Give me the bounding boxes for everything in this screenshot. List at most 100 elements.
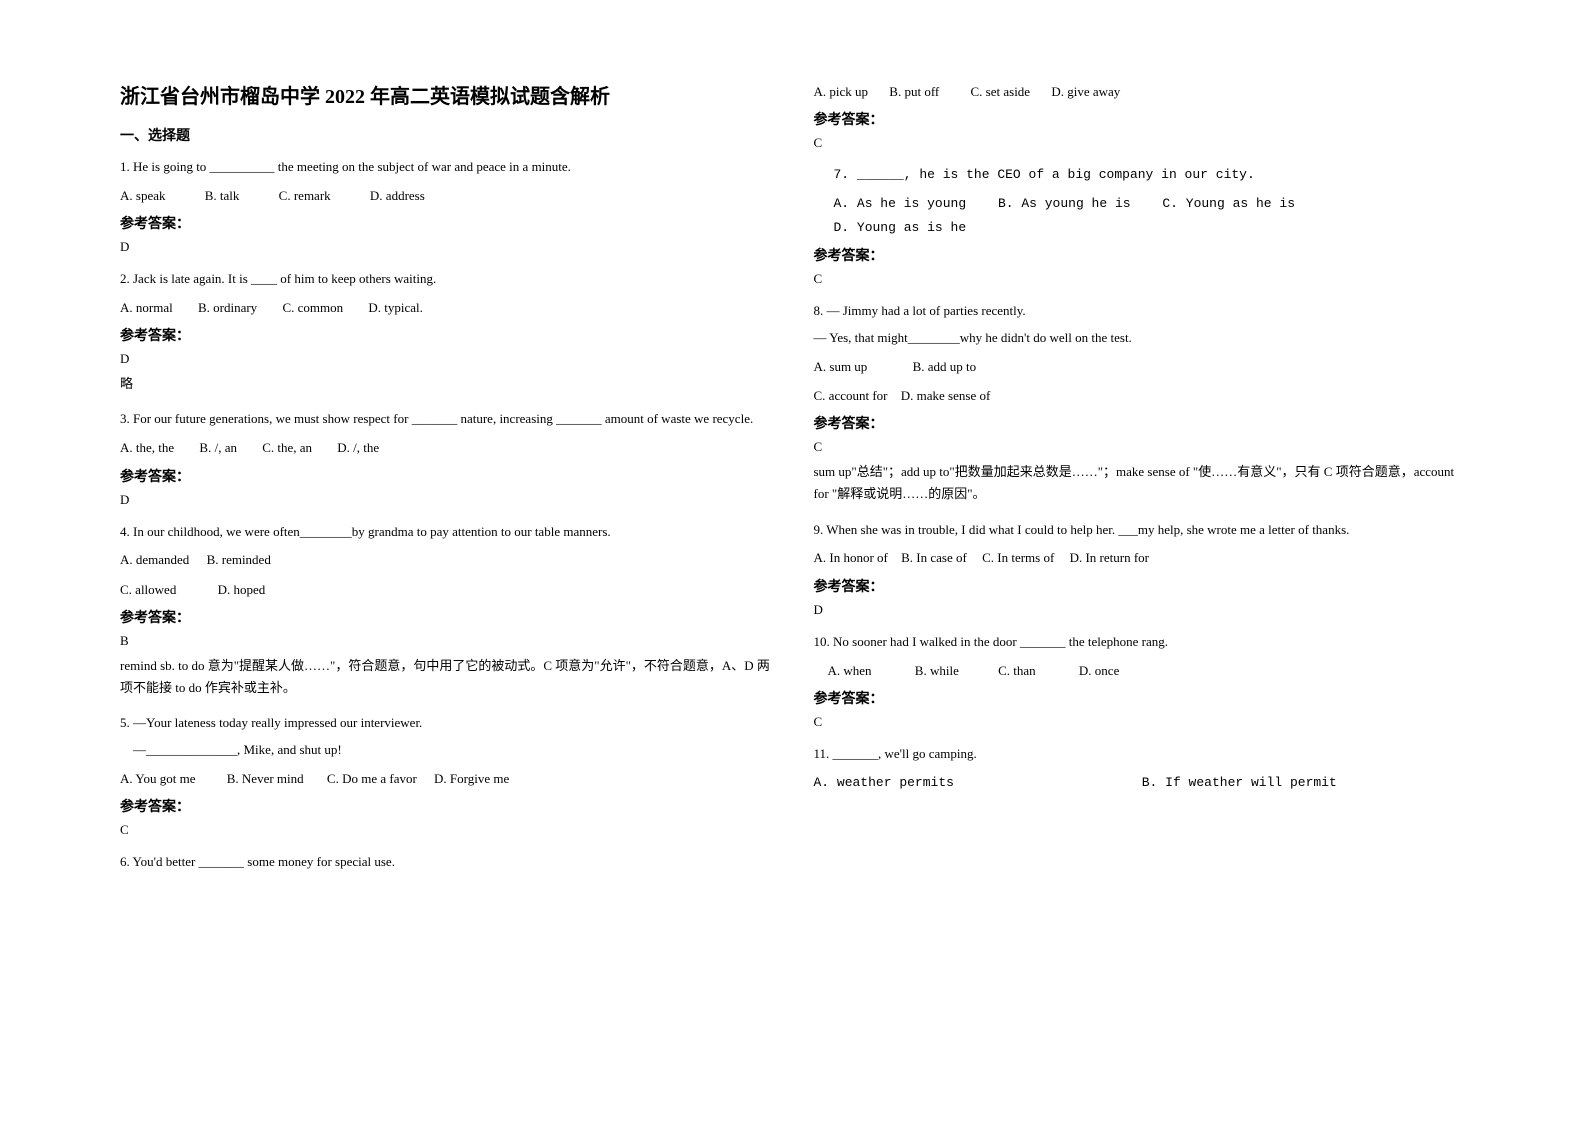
q2-answer-label: 参考答案： [120, 325, 774, 345]
q5-text2: —______________, Mike, and shut up! [120, 740, 774, 761]
q1-answer-label: 参考答案： [120, 213, 774, 233]
q8-answer-label: 参考答案： [814, 413, 1468, 433]
q7-answer: C [814, 271, 1468, 287]
right-column: A. pick up B. put off C. set aside D. gi… [794, 80, 1488, 1082]
q1-text: 1. He is going to __________ the meeting… [120, 157, 774, 178]
q8-optC: C. account for [814, 384, 888, 407]
q8-options-row2: C. account for D. make sense of [814, 384, 1468, 407]
q6-answer: C [814, 135, 1468, 151]
q10-answer: C [814, 714, 1468, 730]
question-6-opts: A. pick up B. put off C. set aside D. gi… [814, 80, 1468, 151]
q9-optD: D. In return for [1070, 546, 1149, 569]
q6-answer-label: 参考答案： [814, 109, 1468, 129]
q5-optC: C. Do me a favor [327, 767, 417, 790]
question-11: 11. _______, we'll go camping. A. weathe… [814, 744, 1468, 794]
q6-options: A. pick up B. put off C. set aside D. gi… [814, 80, 1468, 103]
q11-text: 11. _______, we'll go camping. [814, 744, 1468, 765]
q3-optC: C. the, an [262, 436, 312, 459]
q5-optD: D. Forgive me [434, 767, 509, 790]
q4-optD: D. hoped [218, 578, 266, 601]
q7-optA: A. As he is young [834, 192, 967, 215]
q8-text1: 8. — Jimmy had a lot of parties recently… [814, 301, 1468, 322]
q1-optC: C. remark [279, 184, 331, 207]
q8-answer: C [814, 439, 1468, 455]
q4-answer: B [120, 633, 774, 649]
q8-explanation: sum up"总结"；add up to"把数量加起来总数是……"；make s… [814, 461, 1468, 505]
q1-optA: A. speak [120, 184, 166, 207]
q9-answer: D [814, 602, 1468, 618]
q5-optB: B. Never mind [227, 767, 304, 790]
q10-options: A. when B. while C. than D. once [814, 659, 1468, 682]
q10-optB: B. while [915, 659, 959, 682]
q4-explanation: remind sb. to do 意为"提醒某人做……"，符合题意，句中用了它的… [120, 655, 774, 699]
q3-answer: D [120, 492, 774, 508]
q10-optD: D. once [1079, 659, 1119, 682]
q2-optA: A. normal [120, 296, 173, 319]
q4-answer-label: 参考答案： [120, 607, 774, 627]
question-2: 2. Jack is late again. It is ____ of him… [120, 269, 774, 395]
q1-optD: D. address [370, 184, 425, 207]
question-10: 10. No sooner had I walked in the door _… [814, 632, 1468, 730]
q5-optA: A. You got me [120, 767, 196, 790]
q1-answer: D [120, 239, 774, 255]
q6-optD: D. give away [1051, 80, 1120, 103]
q8-optB: B. add up to [913, 355, 977, 378]
q3-optA: A. the, the [120, 436, 174, 459]
q11-options: A. weather permits B. If weather will pe… [814, 771, 1468, 794]
q4-text: 4. In our childhood, we were often______… [120, 522, 774, 543]
q7-text: 7. ______, he is the CEO of a big compan… [814, 165, 1468, 186]
q5-options: A. You got me B. Never mind C. Do me a f… [120, 767, 774, 790]
q8-text2: — Yes, that might________why he didn't d… [814, 328, 1468, 349]
question-6-stem: 6. You'd better _______ some money for s… [120, 852, 774, 873]
q4-options-row1: A. demanded B. reminded [120, 548, 774, 571]
q1-options: A. speak B. talk C. remark D. address [120, 184, 774, 207]
q9-text: 9. When she was in trouble, I did what I… [814, 520, 1468, 541]
q10-answer-label: 参考答案： [814, 688, 1468, 708]
q2-optD: D. typical. [368, 296, 423, 319]
q2-lue: 略 [120, 373, 774, 395]
q11-optA: A. weather permits [814, 771, 954, 794]
q8-optD: D. make sense of [901, 384, 991, 407]
q3-answer-label: 参考答案： [120, 466, 774, 486]
page-title: 浙江省台州市榴岛中学 2022 年高二英语模拟试题含解析 [120, 80, 774, 109]
q8-options-row1: A. sum up B. add up to [814, 355, 1468, 378]
q9-optC: C. In terms of [982, 546, 1054, 569]
q4-optC: C. allowed [120, 578, 176, 601]
q3-optD: D. /, the [337, 436, 379, 459]
q5-answer-label: 参考答案： [120, 796, 774, 816]
question-1: 1. He is going to __________ the meeting… [120, 157, 774, 255]
section-header: 一、选择题 [120, 125, 774, 145]
q10-optC: C. than [998, 659, 1036, 682]
q7-optC: C. Young as he is [1162, 192, 1295, 215]
q9-optA: A. In honor of [814, 546, 888, 569]
q6-optA: A. pick up [814, 80, 869, 103]
q6-text: 6. You'd better _______ some money for s… [120, 852, 774, 873]
question-3: 3. For our future generations, we must s… [120, 409, 774, 507]
q7-optD: D. Young as is he [834, 216, 967, 239]
q4-optA: A. demanded [120, 548, 189, 571]
q11-optB: B. If weather will permit [1142, 771, 1337, 794]
q3-optB: B. /, an [199, 436, 237, 459]
q10-text: 10. No sooner had I walked in the door _… [814, 632, 1468, 653]
q2-options: A. normal B. ordinary C. common D. typic… [120, 296, 774, 319]
q9-answer-label: 参考答案： [814, 576, 1468, 596]
question-9: 9. When she was in trouble, I did what I… [814, 520, 1468, 618]
q10-optA: A. when [828, 659, 872, 682]
q4-optB: B. reminded [207, 548, 271, 571]
q5-text1: 5. —Your lateness today really impressed… [120, 713, 774, 734]
q2-optC: C. common [282, 296, 343, 319]
left-column: 浙江省台州市榴岛中学 2022 年高二英语模拟试题含解析 一、选择题 1. He… [100, 80, 794, 1082]
q2-optB: B. ordinary [198, 296, 257, 319]
question-7: 7. ______, he is the CEO of a big compan… [814, 165, 1468, 287]
q7-optB: B. As young he is [998, 192, 1131, 215]
q7-options: A. As he is young B. As young he is C. Y… [814, 192, 1468, 239]
q3-text: 3. For our future generations, we must s… [120, 409, 774, 430]
q2-text: 2. Jack is late again. It is ____ of him… [120, 269, 774, 290]
q9-optB: B. In case of [901, 546, 967, 569]
q6-optC: C. set aside [971, 80, 1031, 103]
q2-answer: D [120, 351, 774, 367]
q5-answer: C [120, 822, 774, 838]
question-4: 4. In our childhood, we were often______… [120, 522, 774, 700]
q6-optB: B. put off [889, 80, 939, 103]
q8-optA: A. sum up [814, 355, 868, 378]
